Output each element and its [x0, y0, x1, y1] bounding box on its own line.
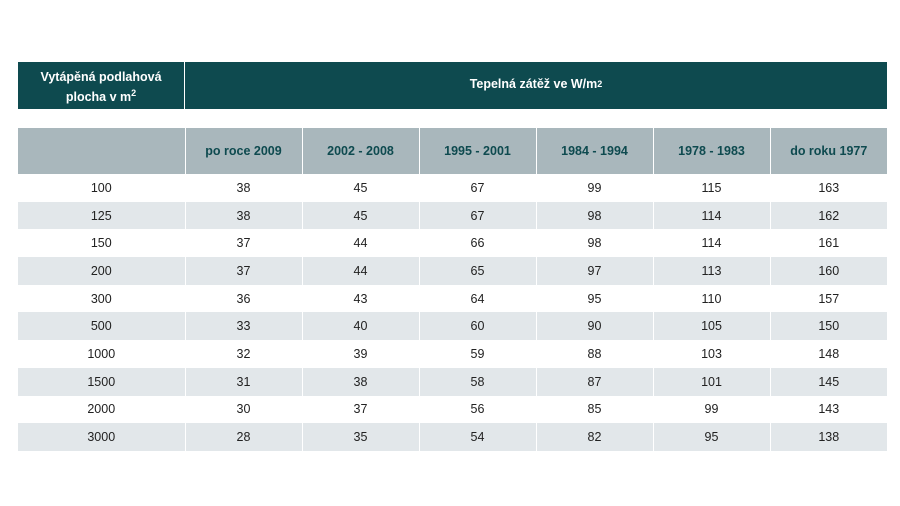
heat-load-title: Tepelná zátěž ve W/m 2	[185, 62, 887, 109]
heat-load-cell: 54	[418, 423, 536, 451]
heat-load-cell: 99	[652, 395, 770, 424]
area-cell: 3000	[18, 423, 185, 451]
heat-load-cell: 56	[418, 395, 536, 424]
area-cell: 200	[18, 257, 185, 285]
heat-load-cell: 115	[652, 174, 770, 202]
heat-load-cell: 161	[769, 229, 887, 258]
area-cell: 100	[18, 174, 185, 202]
heat-load-cell: 67	[418, 201, 536, 230]
heat-load-table: po roce 2009 2002 - 2008 1995 - 2001 1984 -…	[18, 128, 887, 451]
table-row: 100 38 45 67 99 115 163	[18, 174, 887, 202]
area-cell: 1500	[18, 367, 185, 396]
column-header: 1984 - 1994	[535, 128, 653, 174]
heat-load-cell: 40	[301, 312, 419, 341]
heat-load-cell: 114	[652, 201, 770, 230]
heat-load-cell: 138	[769, 423, 887, 451]
table-row: 1000 32 39 59 88 103 148	[18, 340, 887, 368]
column-header-row: po roce 2009 2002 - 2008 1995 - 2001 1984 -…	[18, 128, 887, 174]
column-header: 1995 - 2001	[418, 128, 536, 174]
heat-load-cell: 43	[301, 284, 419, 313]
heat-load-cell: 44	[301, 229, 419, 258]
heat-load-cell: 45	[301, 174, 419, 202]
heat-load-title-superscript: 2	[597, 78, 603, 89]
heat-load-cell: 143	[769, 395, 887, 424]
heat-load-cell: 145	[769, 367, 887, 396]
column-header: 2002 - 2008	[301, 128, 419, 174]
heat-load-cell: 45	[301, 201, 419, 230]
table-row: 125 38 45 67 98 114 162	[18, 201, 887, 230]
heat-load-cell: 97	[535, 257, 653, 285]
heat-load-cell: 44	[301, 257, 419, 285]
table-row: 3000 28 35 54 82 95 138	[18, 423, 887, 451]
heat-load-cell: 35	[301, 423, 419, 451]
area-cell: 2000	[18, 395, 185, 424]
area-cell: 125	[18, 201, 185, 230]
area-title-line1: Vytápěná podlahová	[40, 70, 162, 84]
heat-load-cell: 103	[652, 340, 770, 368]
heat-load-cell: 82	[535, 423, 653, 451]
heat-load-cell: 66	[418, 229, 536, 258]
heat-load-cell: 37	[184, 257, 302, 285]
area-cell: 150	[18, 229, 185, 258]
table-row: 1500 31 38 58 87 101 145	[18, 367, 887, 396]
table-row: 300 36 43 64 95 110 157	[18, 284, 887, 313]
table-header-band: Vytápěná podlahová plocha v m2 Tepelná z…	[18, 62, 887, 109]
heat-load-cell: 99	[535, 174, 653, 202]
heat-load-cell: 33	[184, 312, 302, 341]
heat-load-cell: 38	[301, 367, 419, 396]
heat-load-cell: 36	[184, 284, 302, 313]
column-header: 1978 - 1983	[652, 128, 770, 174]
area-cell: 1000	[18, 340, 185, 368]
heat-load-cell: 148	[769, 340, 887, 368]
heat-load-cell: 67	[418, 174, 536, 202]
table-row: 500 33 40 60 90 105 150	[18, 312, 887, 341]
heat-load-cell: 150	[769, 312, 887, 341]
table-row: 200 37 44 65 97 113 160	[18, 257, 887, 285]
heat-load-cell: 60	[418, 312, 536, 341]
heat-load-cell: 30	[184, 395, 302, 424]
area-cell: 500	[18, 312, 185, 341]
heat-load-cell: 87	[535, 367, 653, 396]
heat-load-cell: 105	[652, 312, 770, 341]
heat-load-cell: 37	[301, 395, 419, 424]
heat-load-cell: 114	[652, 229, 770, 258]
area-cell: 300	[18, 284, 185, 313]
column-header	[18, 128, 185, 174]
heat-load-cell: 38	[184, 174, 302, 202]
heat-load-cell: 160	[769, 257, 887, 285]
area-title-line2: plocha v m	[65, 90, 132, 105]
column-header: do roku 1977	[769, 128, 887, 174]
heat-load-cell: 163	[769, 174, 887, 202]
heat-load-cell: 95	[652, 423, 770, 451]
heat-load-cell: 39	[301, 340, 419, 368]
heat-load-cell: 28	[184, 423, 302, 451]
heat-load-cell: 58	[418, 367, 536, 396]
heat-load-cell: 85	[535, 395, 653, 424]
table-row: 2000 30 37 56 85 99 143	[18, 395, 887, 424]
heat-load-title-text: Tepelná zátěž ve W/m	[469, 76, 598, 91]
heat-load-cell: 98	[535, 201, 653, 230]
heat-load-cell: 32	[184, 340, 302, 368]
heat-load-cell: 95	[535, 284, 653, 313]
heat-load-cell: 90	[535, 312, 653, 341]
heat-load-cell: 37	[184, 229, 302, 258]
heat-load-cell: 64	[418, 284, 536, 313]
column-header: po roce 2009	[184, 128, 302, 174]
heat-load-cell: 162	[769, 201, 887, 230]
area-column-title: Vytápěná podlahová plocha v m2	[18, 62, 185, 109]
heat-load-cell: 110	[652, 284, 770, 313]
heat-load-cell: 31	[184, 367, 302, 396]
table-row: 150 37 44 66 98 114 161	[18, 229, 887, 258]
heat-load-cell: 101	[652, 367, 770, 396]
heat-load-cell: 59	[418, 340, 536, 368]
heat-load-cell: 38	[184, 201, 302, 230]
heat-load-cell: 88	[535, 340, 653, 368]
heat-load-cell: 113	[652, 257, 770, 285]
heat-load-cell: 98	[535, 229, 653, 258]
heat-load-cell: 65	[418, 257, 536, 285]
table-body: 100 38 45 67 99 115 163 125 38 45 67 98 114 162 150 37 4…	[18, 174, 887, 451]
heat-load-cell: 157	[769, 284, 887, 313]
area-title-superscript: 2	[131, 88, 137, 98]
